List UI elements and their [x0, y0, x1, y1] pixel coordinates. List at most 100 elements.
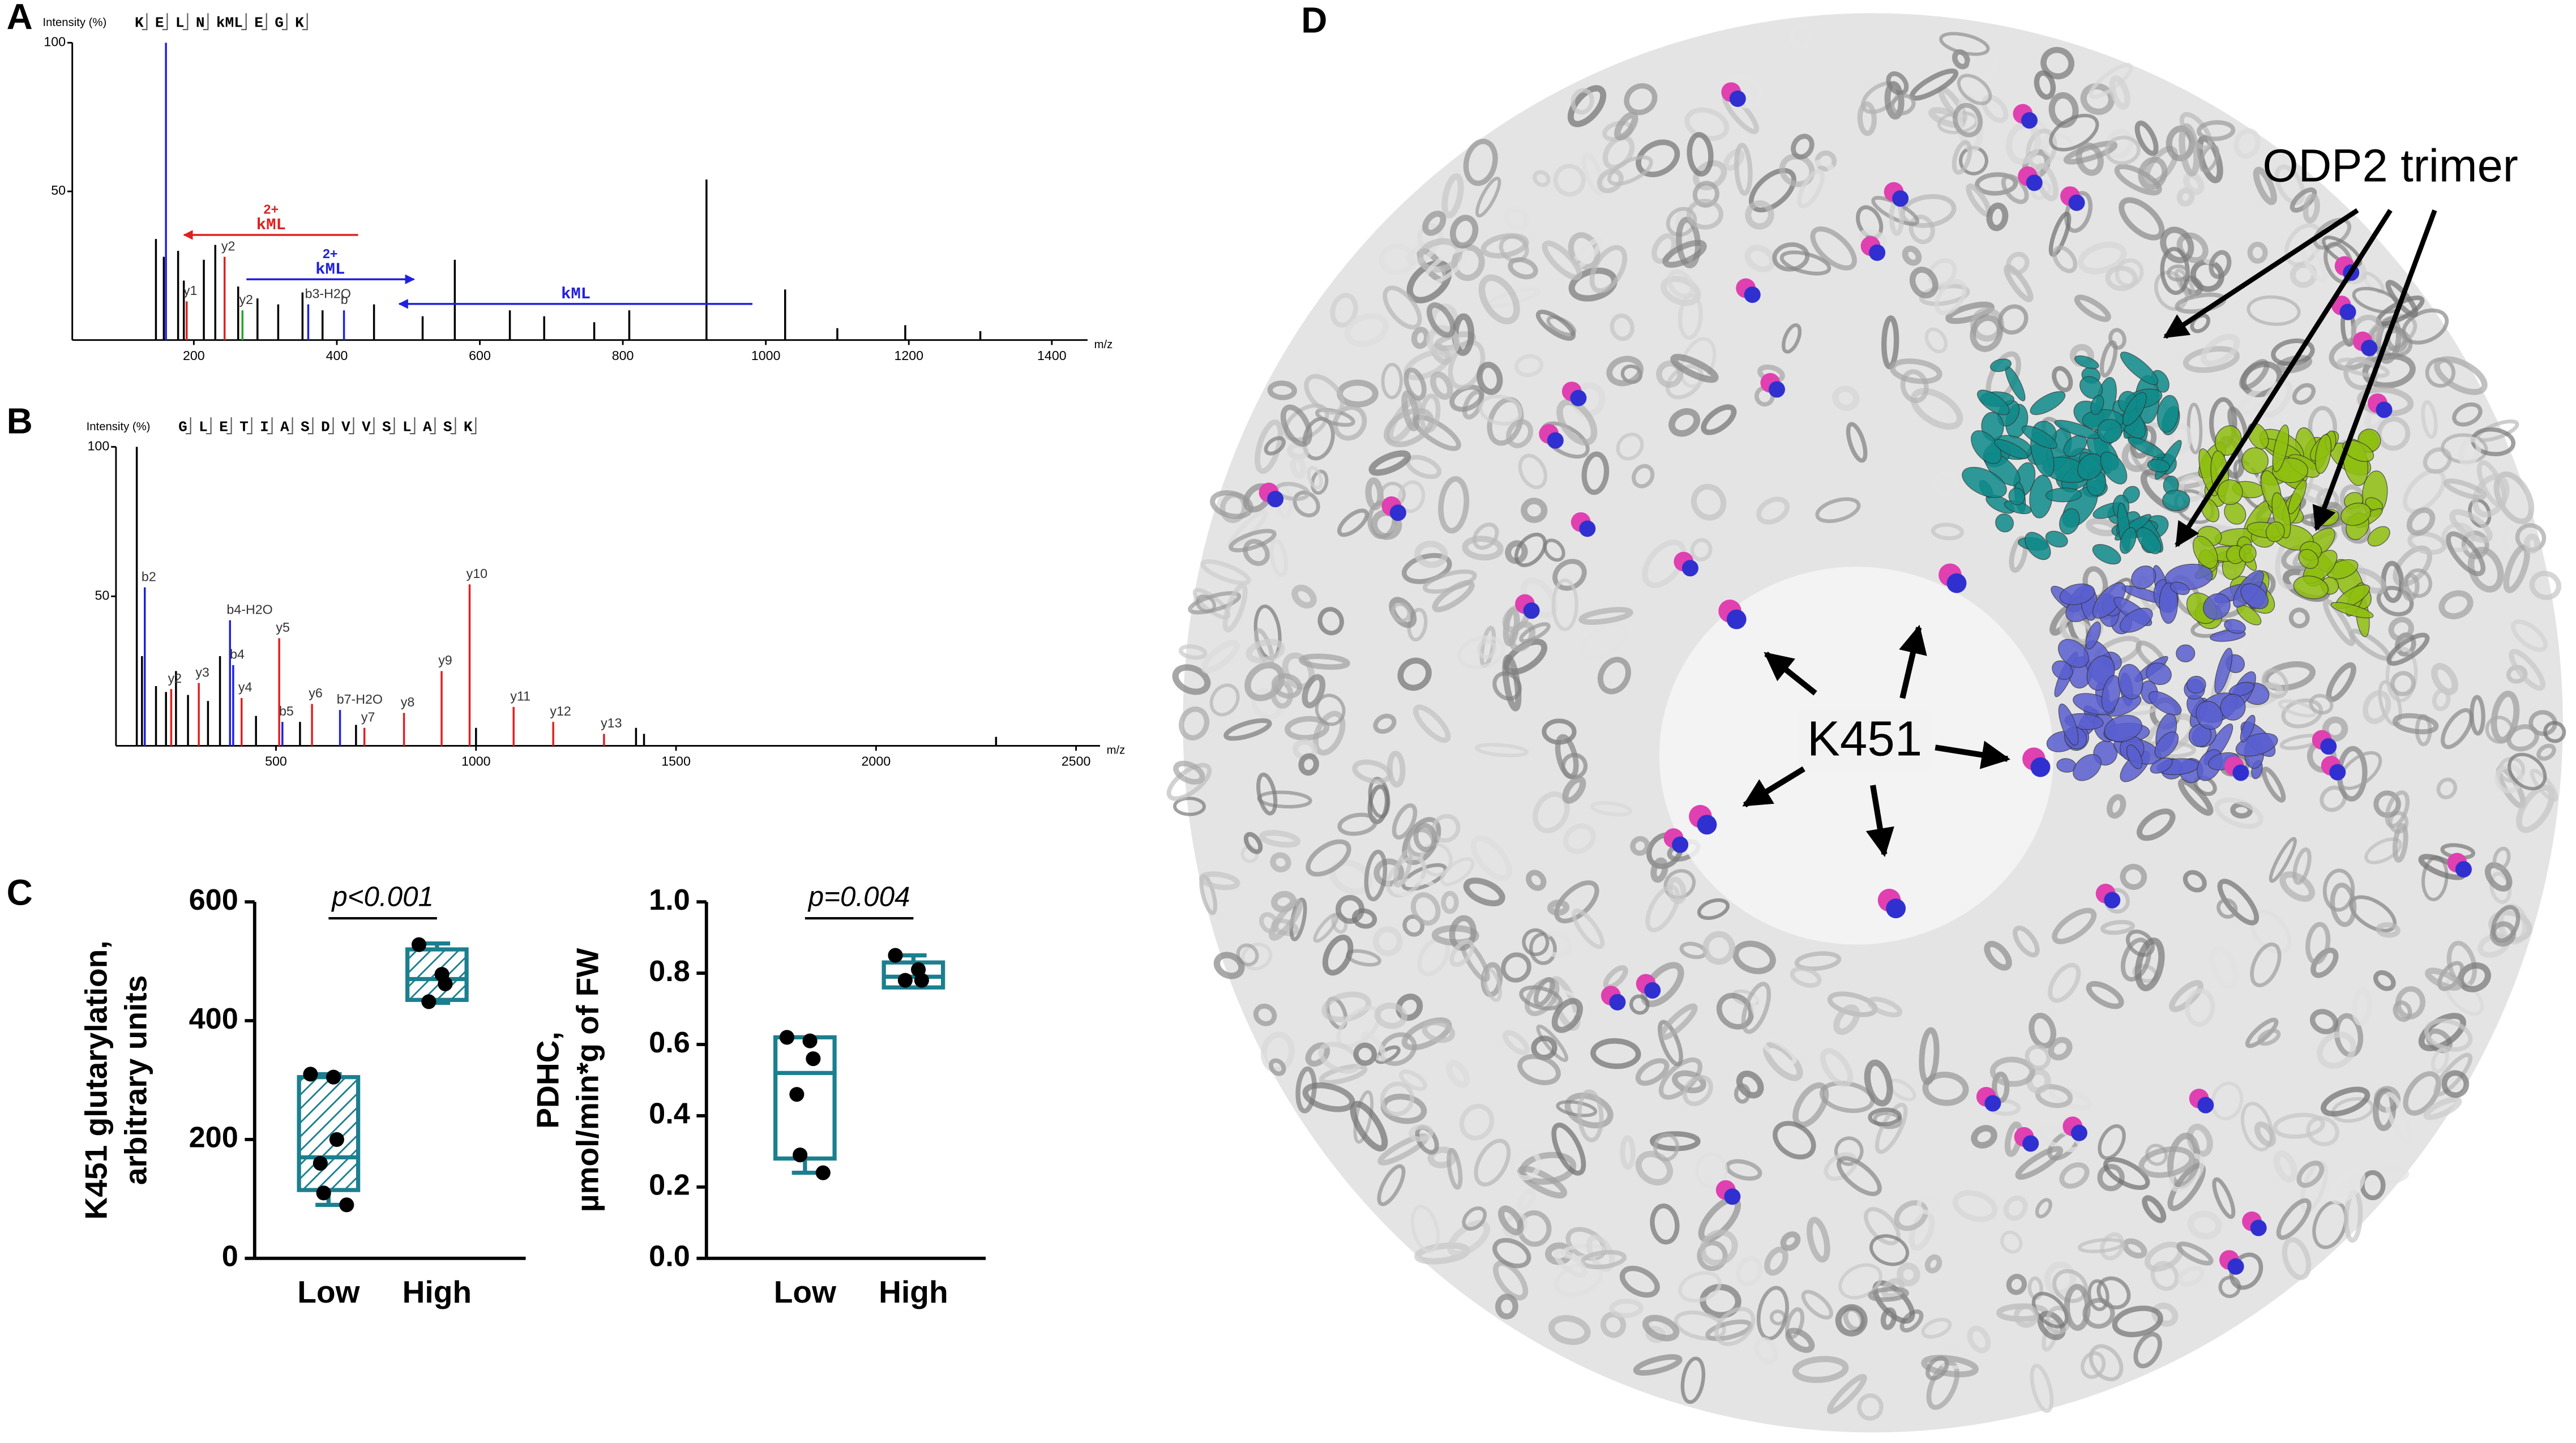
helix [1789, 24, 1813, 49]
helix [2401, 573, 2420, 601]
sequence-residue: L [199, 418, 208, 435]
helix [1493, 1260, 1529, 1301]
helix [2338, 751, 2382, 790]
helix [2329, 1168, 2365, 1204]
lysine-sphere [1644, 982, 1661, 999]
helix [1916, 1194, 1940, 1215]
helix [1687, 132, 1714, 177]
peak-label: b5 [279, 704, 294, 718]
lysine-sphere [1609, 994, 1626, 1010]
helix [2506, 724, 2539, 752]
subunit-helix [2021, 425, 2057, 449]
helix [1422, 211, 1447, 236]
helix [1580, 1249, 1627, 1270]
helix [1753, 1337, 1778, 1364]
sequence-residue: L [403, 418, 412, 435]
helix [2303, 194, 2320, 224]
helix [1332, 405, 1367, 441]
helix [1952, 140, 1972, 175]
helix [2388, 616, 2414, 642]
helix [2406, 507, 2436, 536]
helix [2030, 1364, 2054, 1413]
helix [1517, 1054, 1561, 1085]
helix [2077, 1238, 2125, 1253]
subunit-helix [2104, 714, 2142, 742]
peak-label: b2 [142, 569, 156, 584]
y-axis-label: K451 glutarylation, [79, 940, 114, 1219]
helix [1463, 877, 1505, 906]
helix [1921, 1317, 1952, 1339]
helix [1902, 245, 1922, 266]
helix [2214, 798, 2263, 829]
pointer-arrow [2175, 209, 2393, 548]
helix [1364, 849, 1388, 902]
helix [1869, 1234, 1910, 1266]
helix [1373, 858, 1405, 887]
helix [1714, 1307, 1756, 1346]
helix [2441, 708, 2474, 750]
helix [1650, 1204, 1680, 1245]
helix [2233, 128, 2261, 159]
helix [1609, 1298, 1644, 1318]
helix [1201, 640, 1240, 674]
helix [1525, 870, 1547, 891]
helix [1172, 664, 1211, 695]
helix [1556, 1100, 1598, 1117]
pointer-arrow [1935, 740, 2010, 769]
lysine-sphere [2026, 174, 2043, 191]
helix [1317, 607, 1344, 636]
helix [1440, 857, 1475, 887]
lysine-sphere [1523, 602, 1540, 619]
helix [2446, 531, 2486, 576]
subunit-helix [2146, 662, 2172, 685]
helix [1614, 112, 1638, 140]
lysine-sphere [1570, 389, 1587, 406]
helix [1924, 1254, 1942, 1274]
helix [1514, 354, 1544, 378]
helix [1833, 1004, 1860, 1035]
subunit-helix [2214, 648, 2233, 694]
subunit-helix [1977, 389, 2010, 416]
helix [1982, 95, 2009, 123]
helix [2099, 340, 2118, 378]
x-tick-label: 800 [612, 348, 634, 363]
subunit-helix [2148, 691, 2182, 716]
subunit-helix [2203, 593, 2231, 620]
helix [2199, 144, 2220, 173]
helix [2003, 1195, 2028, 1221]
helix [1868, 1287, 1909, 1302]
helix [1533, 791, 1570, 834]
helix [1285, 716, 1330, 741]
lysine-sphere [1681, 560, 1698, 577]
helix [1682, 1074, 1713, 1106]
helix [1997, 304, 2029, 335]
helix [1556, 399, 1598, 446]
residue-bracket [450, 417, 456, 435]
subunit-helix [2092, 582, 2126, 619]
helix [1897, 1262, 1920, 1287]
helix [1223, 718, 1272, 741]
helix [1741, 982, 1771, 1034]
helix [2282, 1237, 2312, 1281]
helix [2209, 250, 2232, 279]
helix [2183, 870, 2207, 893]
helix [2425, 967, 2462, 991]
helix [1330, 293, 1358, 328]
helix [2210, 1081, 2244, 1121]
helix [1380, 1081, 1415, 1117]
lysine-sphere [1984, 1095, 2001, 1112]
subunit-helix [2330, 602, 2374, 619]
helix [1921, 1355, 1979, 1377]
helix [1732, 940, 1776, 974]
helix [1880, 1307, 1897, 1330]
subunit-helix [2046, 487, 2082, 503]
helix [1188, 591, 1242, 615]
residue-bracket [281, 13, 288, 31]
helix [2485, 716, 2514, 744]
helix [1838, 1263, 1882, 1300]
helix [1213, 952, 1245, 979]
helix [2309, 693, 2334, 715]
helix [1391, 877, 1436, 897]
helix [1801, 1290, 1833, 1320]
